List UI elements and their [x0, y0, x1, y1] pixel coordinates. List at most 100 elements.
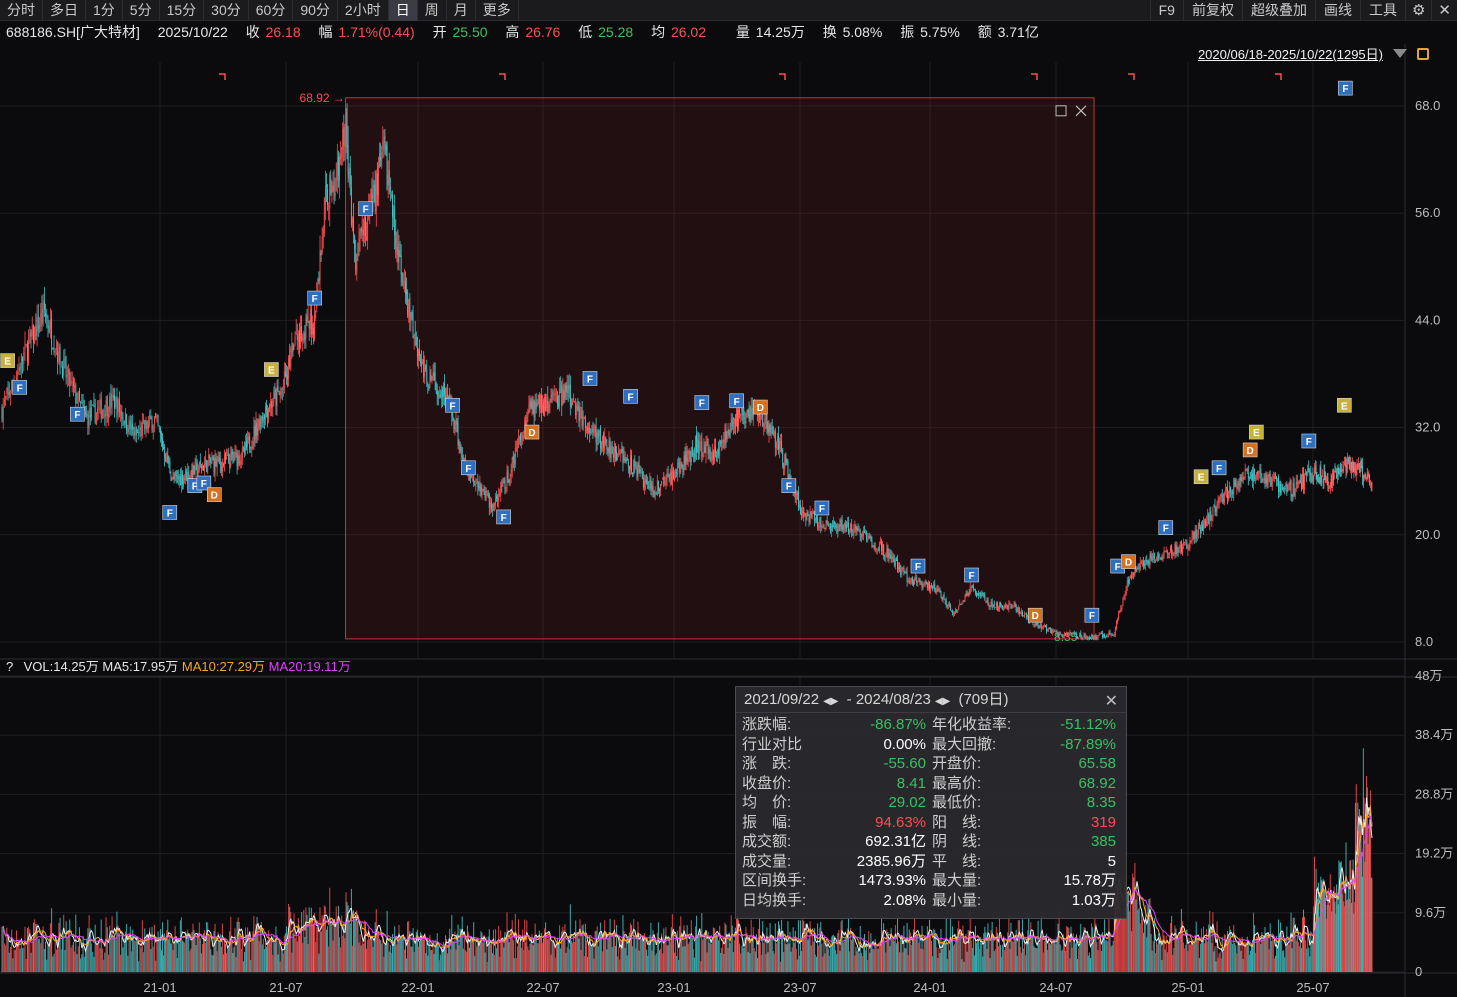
- tab-period[interactable]: 日: [388, 0, 418, 21]
- event-marker-e[interactable]: E: [1337, 397, 1352, 413]
- event-marker-d[interactable]: D: [1027, 607, 1043, 623]
- volume-bar: [579, 919, 581, 972]
- gear-icon[interactable]: ⚙: [1404, 0, 1431, 21]
- event-marker-f[interactable]: F: [12, 380, 27, 395]
- event-marker-f[interactable]: F: [729, 393, 744, 409]
- tab-period[interactable]: 60分: [249, 0, 294, 21]
- event-marker-f[interactable]: F: [694, 395, 710, 410]
- volume-bar: [731, 925, 733, 972]
- tab-period[interactable]: 90分: [293, 0, 338, 21]
- event-marker-f[interactable]: F: [496, 509, 511, 525]
- event-marker-e[interactable]: E: [0, 353, 15, 368]
- event-marker-d[interactable]: D: [753, 399, 768, 415]
- volume-bar: [212, 955, 214, 972]
- event-marker-d[interactable]: D: [1242, 442, 1258, 458]
- event-marker-f[interactable]: F: [1084, 607, 1100, 623]
- event-marker-f[interactable]: F: [461, 460, 476, 476]
- candle-body: [663, 477, 665, 485]
- tab-period[interactable]: 30分: [204, 0, 249, 21]
- event-marker-f[interactable]: F: [1211, 460, 1227, 476]
- volume-bar: [217, 932, 219, 972]
- date-range-link[interactable]: 2020/06/18-2025/10/22(1295日): [1197, 47, 1383, 62]
- tab-period[interactable]: 多日: [43, 0, 86, 21]
- event-marker-d[interactable]: D: [524, 424, 540, 440]
- overlay-button[interactable]: 超级叠加: [1241, 0, 1315, 21]
- candle-body: [785, 454, 787, 464]
- event-marker-e[interactable]: E: [264, 362, 279, 377]
- stats-value: 8.35: [1086, 794, 1116, 811]
- event-marker-e[interactable]: E: [1249, 424, 1264, 440]
- arrows-icon[interactable]: ◀▶: [823, 696, 839, 707]
- amount-label: 额: [977, 24, 992, 40]
- marker-box: [1084, 607, 1100, 623]
- candle-body: [453, 418, 455, 430]
- close-icon[interactable]: ✕: [1104, 693, 1118, 710]
- volume-bar: [1333, 886, 1335, 972]
- candle-body: [358, 238, 360, 255]
- event-marker-f[interactable]: F: [814, 500, 830, 516]
- candle-body: [97, 408, 99, 413]
- chevron-down-icon[interactable]: [1393, 49, 1407, 58]
- event-marker-e[interactable]: E: [1193, 469, 1209, 485]
- event-marker-f[interactable]: F: [445, 397, 460, 413]
- event-marker-f[interactable]: F: [1338, 80, 1353, 96]
- volume-bar: [135, 936, 137, 972]
- tab-period[interactable]: 2小时: [338, 0, 389, 21]
- f9-button[interactable]: F9: [1149, 0, 1183, 21]
- volume-bar: [1343, 906, 1345, 972]
- tab-period[interactable]: 更多: [476, 0, 519, 21]
- open-label: 开: [432, 24, 447, 40]
- tab-period[interactable]: 5分: [123, 0, 160, 21]
- candle-body: [388, 170, 390, 186]
- volume-bar: [246, 935, 248, 972]
- event-marker-f[interactable]: F: [70, 406, 85, 422]
- event-marker-f[interactable]: F: [1158, 520, 1174, 535]
- candle-body: [881, 541, 882, 551]
- arrows-icon[interactable]: ◀▶: [934, 696, 951, 707]
- tab-period[interactable]: 月: [447, 0, 476, 21]
- event-marker-f[interactable]: F: [964, 567, 979, 583]
- volume-bar: [197, 932, 199, 972]
- candle-body: [729, 432, 731, 435]
- event-marker-f[interactable]: F: [196, 475, 212, 491]
- event-marker-f[interactable]: F: [162, 505, 178, 520]
- candle-body: [340, 155, 342, 160]
- volume-bar: [484, 952, 486, 972]
- candle-body: [499, 492, 501, 497]
- candle-body: [360, 228, 362, 231]
- marker-box: [1249, 424, 1264, 440]
- candle-body: [309, 313, 311, 330]
- close-icon[interactable]: ✕: [1431, 0, 1457, 21]
- adjust-button[interactable]: 前复权: [1182, 0, 1242, 21]
- tools-button[interactable]: 工具: [1359, 0, 1405, 21]
- event-marker-f[interactable]: F: [781, 478, 797, 493]
- event-marker-d[interactable]: D: [206, 487, 222, 502]
- event-marker-f[interactable]: F: [307, 290, 322, 306]
- event-marker-f[interactable]: F: [358, 201, 373, 217]
- stats-value: 2385.96万: [856, 852, 926, 870]
- event-marker-f[interactable]: F: [582, 371, 598, 386]
- volume-bar: [1336, 892, 1338, 972]
- lock-icon[interactable]: [1417, 47, 1429, 60]
- volume-bar: [766, 927, 768, 972]
- event-marker-f[interactable]: F: [623, 389, 638, 404]
- event-marker-f[interactable]: F: [1301, 433, 1317, 449]
- tab-period[interactable]: 分时: [0, 0, 43, 21]
- volume-bar: [1311, 941, 1313, 972]
- event-marker-d[interactable]: D: [1121, 554, 1136, 569]
- candle-body: [888, 553, 890, 559]
- candle-body: [336, 162, 338, 181]
- tab-period[interactable]: 周: [418, 0, 447, 21]
- candle-body: [962, 600, 964, 604]
- event-marker-f[interactable]: F: [910, 558, 926, 574]
- candle-body: [260, 416, 262, 428]
- draw-line-button[interactable]: 画线: [1314, 0, 1360, 21]
- volume-bar: [570, 940, 572, 972]
- candle-body: [1192, 531, 1194, 535]
- help-icon[interactable]: ?: [6, 659, 14, 674]
- volume-tick-label: 9.6万: [1415, 905, 1446, 920]
- tab-period[interactable]: 1分: [86, 0, 123, 21]
- candle-body: [944, 598, 946, 601]
- tab-period[interactable]: 15分: [160, 0, 205, 21]
